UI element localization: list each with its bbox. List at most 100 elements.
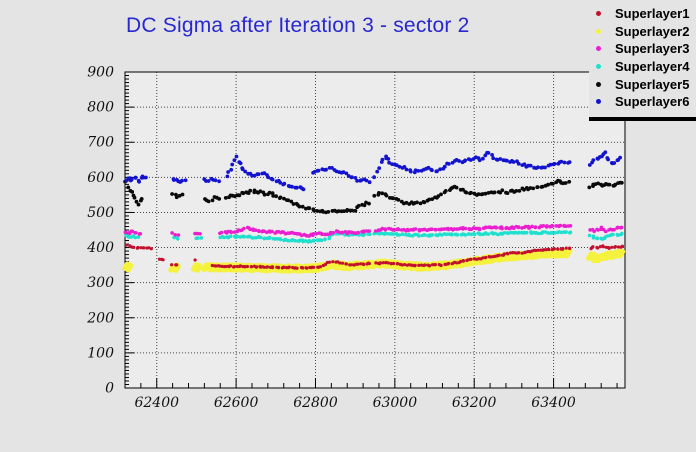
data-point <box>459 259 463 264</box>
data-point <box>438 167 442 172</box>
legend-marker-icon <box>596 64 601 70</box>
data-point <box>616 233 620 237</box>
data-point <box>253 228 258 232</box>
data-point <box>262 229 266 233</box>
data-point <box>596 246 600 250</box>
data-point <box>314 231 319 236</box>
data-point <box>500 226 504 231</box>
data-point <box>350 208 354 213</box>
data-point <box>270 177 275 182</box>
data-point <box>394 163 399 168</box>
data-point <box>483 256 487 260</box>
data-point <box>492 190 497 195</box>
data-point <box>224 264 228 269</box>
x-tick-label: 63400 <box>531 395 576 411</box>
data-point <box>252 173 257 178</box>
data-point <box>177 193 182 198</box>
data-point <box>245 264 249 269</box>
x-tick-label: 63000 <box>373 395 418 411</box>
data-point <box>613 245 618 249</box>
data-point <box>528 186 533 190</box>
data-point <box>242 234 247 239</box>
data-point <box>439 192 443 197</box>
data-point <box>300 238 305 243</box>
data-point <box>223 196 228 200</box>
data-point <box>540 184 545 189</box>
data-point <box>330 166 334 170</box>
data-point <box>135 246 139 250</box>
data-point <box>238 161 243 166</box>
data-point <box>390 162 394 167</box>
data-point <box>243 169 248 174</box>
data-point <box>433 263 437 267</box>
data-point <box>436 194 441 199</box>
data-point <box>126 185 131 190</box>
data-point <box>380 157 385 162</box>
data-point <box>546 182 550 187</box>
y-tick-label: 600 <box>87 170 114 186</box>
data-point <box>619 180 624 185</box>
data-point <box>344 171 349 176</box>
data-point <box>396 227 401 232</box>
data-point <box>278 237 283 242</box>
data-point <box>270 266 275 270</box>
data-point <box>133 235 138 240</box>
data-point <box>400 232 405 236</box>
data-point <box>505 231 510 235</box>
data-point <box>545 224 549 228</box>
legend-marker-icon <box>596 81 601 87</box>
data-point <box>157 257 162 261</box>
data-point <box>613 182 618 187</box>
data-point <box>481 156 485 161</box>
data-point <box>319 238 324 243</box>
data-point <box>433 227 438 232</box>
data-point <box>450 233 454 237</box>
legend-marker-icon <box>596 99 601 105</box>
data-point <box>550 224 554 228</box>
data-point <box>413 227 418 231</box>
data-point <box>365 264 372 270</box>
data-point <box>262 265 266 269</box>
data-point <box>375 169 380 174</box>
data-point <box>490 153 494 157</box>
legend-label: Superlayer1 <box>615 6 690 22</box>
y-tick-label: 900 <box>87 65 114 81</box>
data-point <box>367 180 372 185</box>
data-point <box>274 194 278 199</box>
data-point <box>183 178 188 183</box>
data-point <box>235 234 240 239</box>
data-point <box>238 264 242 268</box>
data-point <box>447 261 451 266</box>
data-point <box>228 229 233 234</box>
data-point <box>502 252 507 256</box>
data-point <box>520 226 524 230</box>
data-point <box>324 167 328 172</box>
data-point <box>278 195 283 200</box>
data-point <box>413 263 417 267</box>
data-point <box>142 246 146 250</box>
data-point <box>543 165 547 170</box>
legend-marker-icon <box>596 28 601 34</box>
data-point <box>592 229 596 234</box>
data-point <box>361 262 365 266</box>
data-point <box>505 158 509 163</box>
data-point <box>408 169 413 174</box>
data-point <box>229 167 234 172</box>
data-point <box>311 238 316 243</box>
data-point <box>530 224 534 229</box>
legend-label: Superlayer6 <box>615 94 690 110</box>
data-point <box>389 262 393 266</box>
data-point <box>258 189 263 194</box>
data-point <box>137 179 142 184</box>
data-point <box>400 263 404 267</box>
data-point <box>461 227 465 231</box>
data-point <box>311 232 316 236</box>
data-point <box>282 196 286 201</box>
data-point <box>372 193 377 198</box>
x-tick-label: 62800 <box>293 395 338 411</box>
data-point <box>136 202 141 207</box>
data-point <box>149 247 153 251</box>
data-point <box>617 252 623 259</box>
data-point <box>443 189 448 193</box>
data-point <box>392 261 396 266</box>
